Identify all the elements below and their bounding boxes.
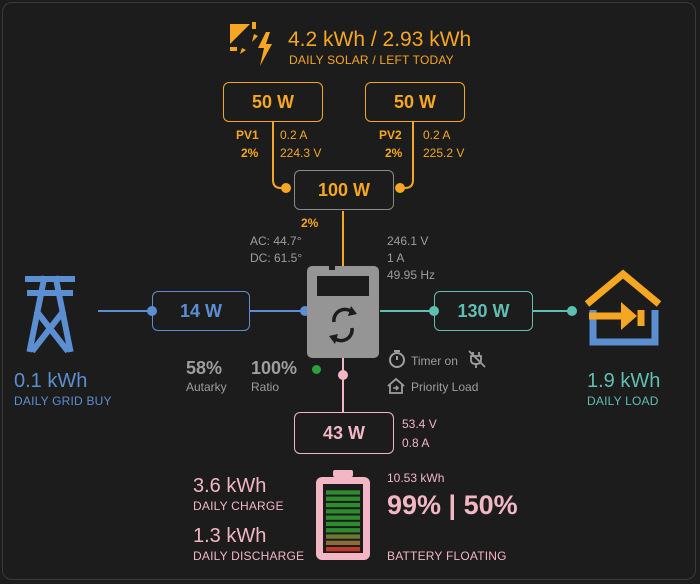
grid-tower-icon xyxy=(25,275,75,353)
ratio-label: Ratio xyxy=(251,380,280,394)
battery-bar xyxy=(326,534,360,539)
pv2-flow-dot xyxy=(395,183,405,193)
pv1-flow-dot xyxy=(281,183,291,193)
daily-charge-label: DAILY CHARGE xyxy=(193,499,284,513)
battery-flow-dot xyxy=(338,370,348,380)
inverter-ac-temp: AC: 44.7° xyxy=(250,234,302,248)
daily-discharge-label: DAILY DISCHARGE xyxy=(193,549,305,563)
pv1-power-box[interactable]: 50 W xyxy=(223,82,323,122)
battery-level-bars xyxy=(326,490,360,552)
load-daily-label: DAILY LOAD xyxy=(587,394,659,408)
autarky-value: 58% xyxy=(186,358,223,378)
load-end-dot xyxy=(567,306,577,316)
inverter-voltage: 246.1 V xyxy=(387,234,429,248)
battery-bar xyxy=(326,490,360,495)
battery-bar xyxy=(326,547,360,552)
grid-daily-label: DAILY GRID BUY xyxy=(14,394,112,408)
pv1-pct: 2% xyxy=(241,146,259,160)
load-power: 130 W xyxy=(457,300,510,321)
grid-power-box[interactable]: 14 W xyxy=(152,291,250,331)
load-daily-value: 1.9 kWh xyxy=(587,370,661,392)
pv2-pct: 2% xyxy=(385,146,403,160)
inverter-current: 1 A xyxy=(387,251,405,265)
pv1-current: 0.2 A xyxy=(280,128,308,142)
battery-status: BATTERY FLOATING xyxy=(387,549,507,563)
battery-energy: 10.53 kWh xyxy=(387,471,445,485)
timer-label: Timer on xyxy=(411,354,458,368)
solar-total-pct: 2% xyxy=(301,216,319,230)
pv2-power-box[interactable]: 50 W xyxy=(365,82,465,122)
daily-solar-label: DAILY SOLAR / LEFT TODAY xyxy=(289,53,454,67)
battery-bar xyxy=(326,521,360,527)
battery-current: 0.8 A xyxy=(402,436,430,450)
priority-label: Priority Load xyxy=(411,380,479,394)
pv2-voltage: 225.2 V xyxy=(423,146,465,160)
pv2-power: 50 W xyxy=(393,91,436,112)
solar-total-power: 100 W xyxy=(317,179,371,200)
battery-bar xyxy=(326,502,360,508)
timer-icon[interactable] xyxy=(387,349,407,369)
battery-soc: 99% | 50% xyxy=(387,490,518,520)
pv1-flow-line xyxy=(272,122,286,189)
daily-solar-value: 4.2 kWh / 2.93 kWh xyxy=(288,28,472,51)
battery-bar xyxy=(326,509,360,514)
pv2-flow-line xyxy=(400,122,414,189)
grid-daily-value: 0.1 kWh xyxy=(14,370,88,392)
pv1-name: PV1 xyxy=(236,128,259,142)
priority-home-icon[interactable] xyxy=(386,376,406,396)
battery-power: 43 W xyxy=(322,422,365,443)
battery-icon xyxy=(316,470,370,560)
grid-power: 14 W xyxy=(179,300,222,321)
autarky-label: Autarky xyxy=(186,380,227,394)
ratio-value: 100% xyxy=(251,358,298,378)
battery-bar xyxy=(326,515,360,520)
pv1-power: 50 W xyxy=(251,91,294,112)
plug-off-icon[interactable] xyxy=(467,349,487,369)
battery-voltage: 53.4 V xyxy=(402,417,437,431)
battery-bar xyxy=(326,496,360,501)
battery-power-box[interactable]: 43 W xyxy=(294,412,394,454)
inverter-icon[interactable] xyxy=(307,266,379,358)
daily-discharge-value: 1.3 kWh xyxy=(193,525,267,547)
battery-bar xyxy=(326,528,360,533)
solar-total-box[interactable]: 100 W xyxy=(294,170,394,210)
load-power-box[interactable]: 130 W xyxy=(434,291,533,331)
solar-icon xyxy=(230,22,272,66)
battery-bar xyxy=(326,540,360,545)
house-load-icon xyxy=(584,269,662,346)
pv2-name: PV2 xyxy=(379,128,402,142)
pv1-voltage: 224.3 V xyxy=(280,146,322,160)
inverter-dc-temp: DC: 61.5° xyxy=(250,251,303,265)
status-dot xyxy=(312,365,321,374)
daily-charge-value: 3.6 kWh xyxy=(193,475,267,497)
pv2-current: 0.2 A xyxy=(423,128,451,142)
inverter-frequency: 49.95 Hz xyxy=(387,268,436,282)
